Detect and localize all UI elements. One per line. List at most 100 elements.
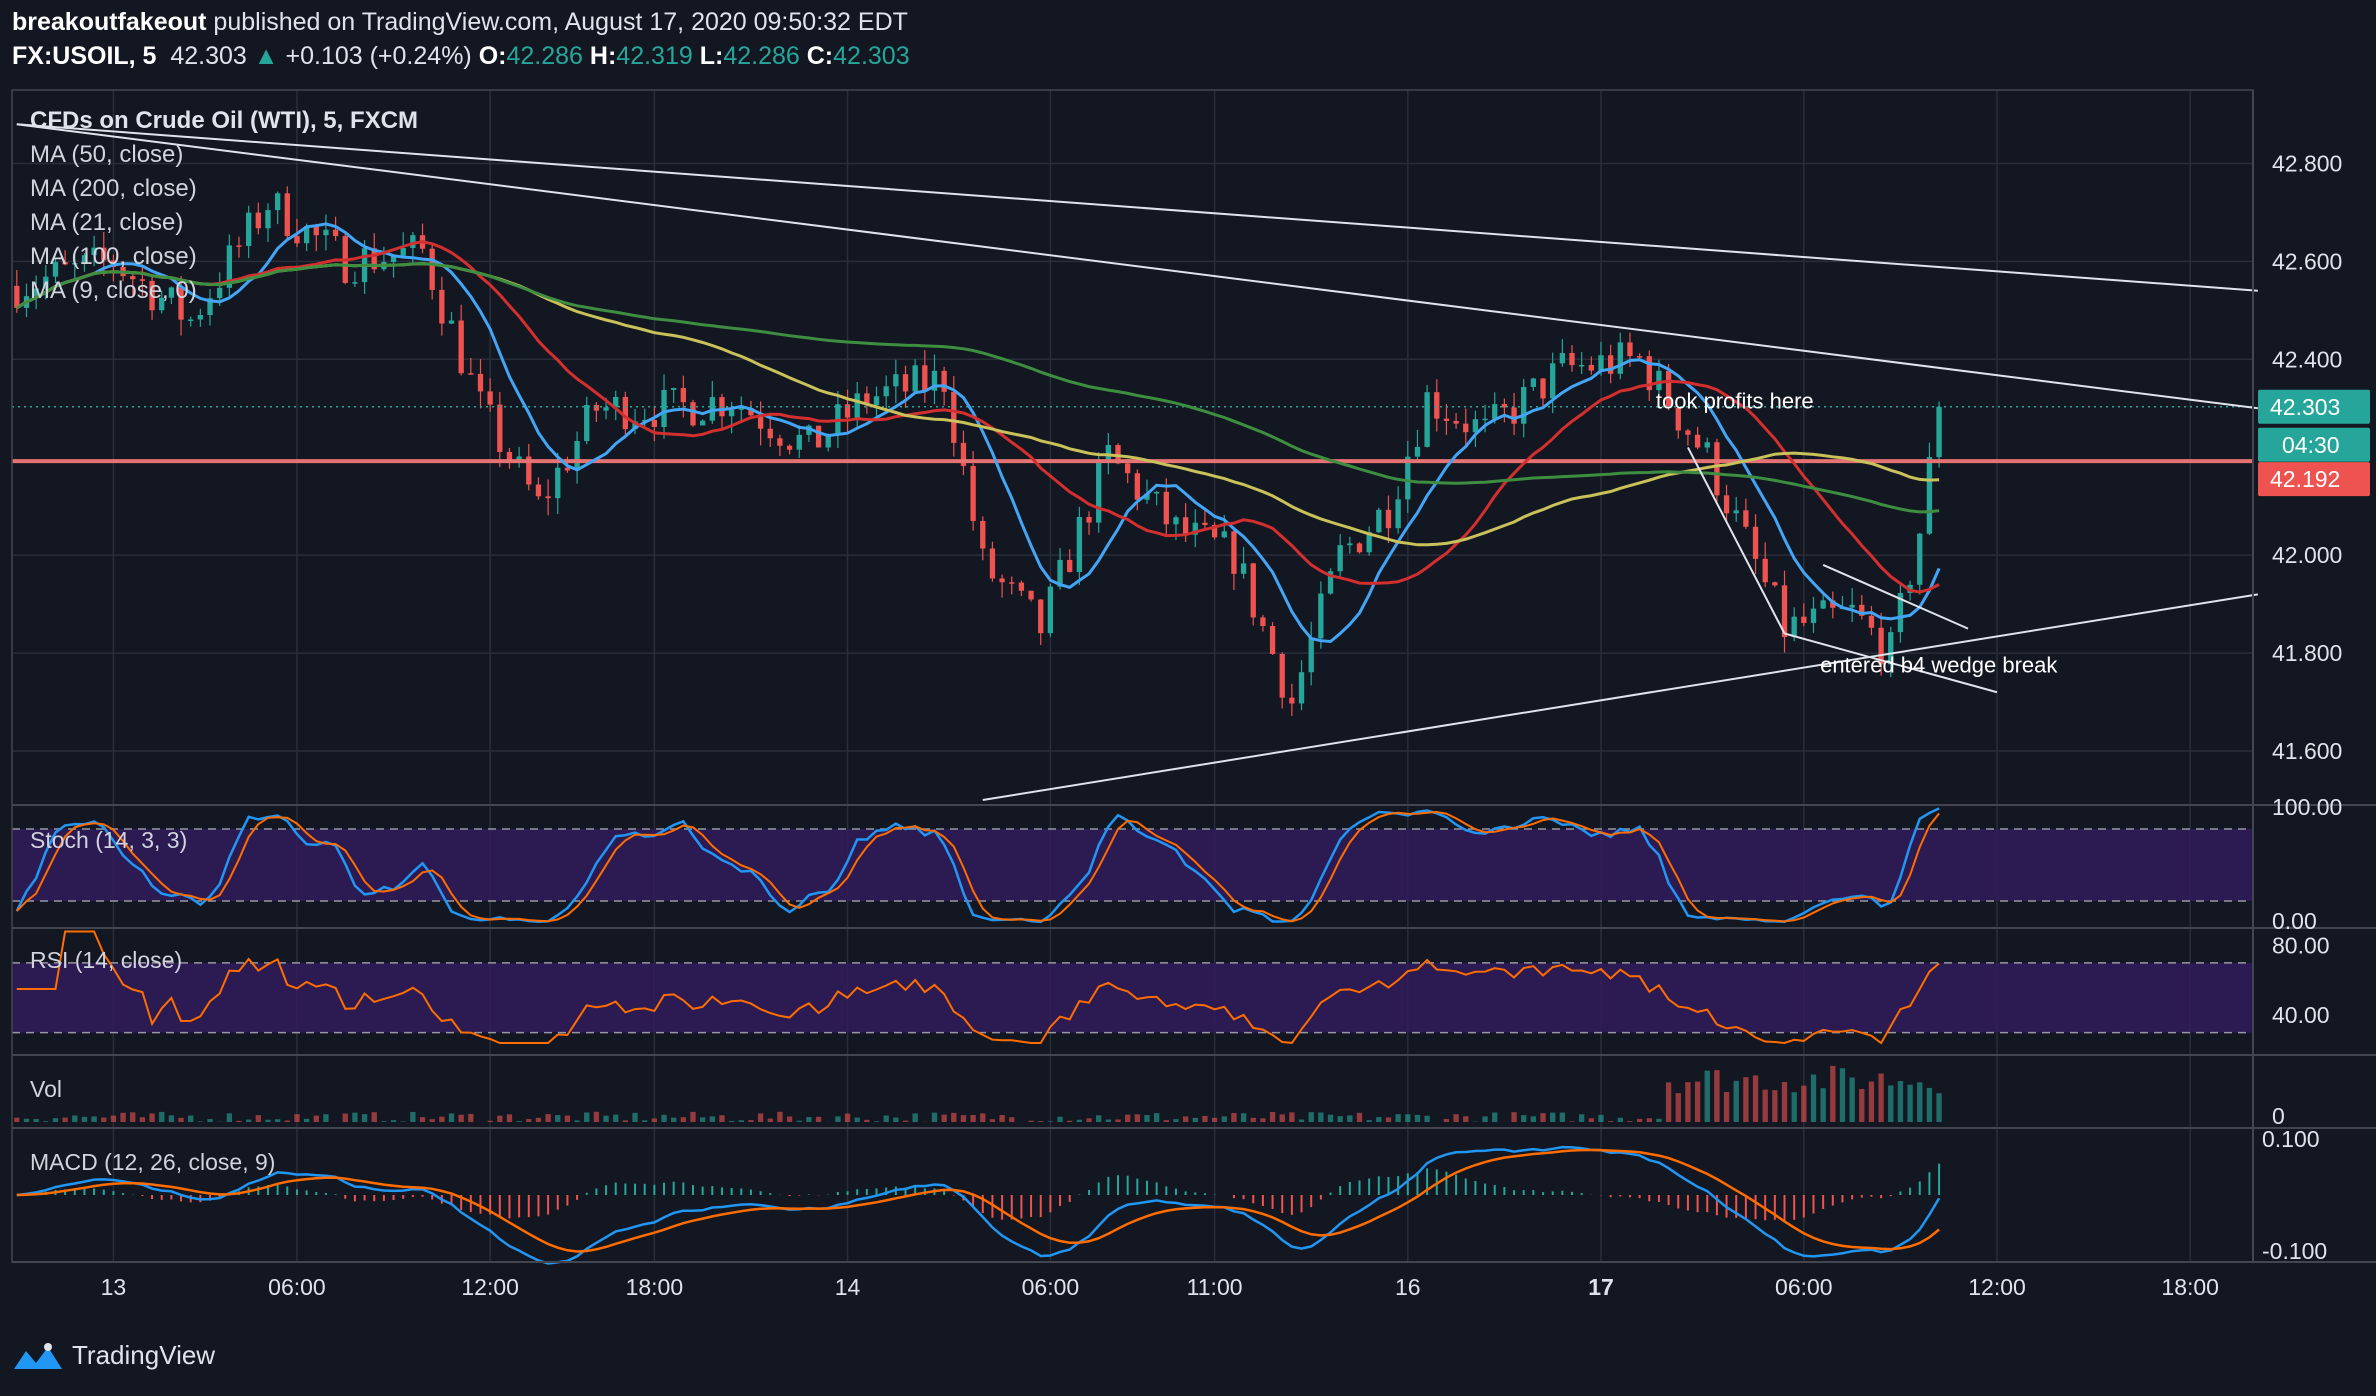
candle-body <box>1453 420 1459 424</box>
y-tick-label: 42.800 <box>2272 150 2342 176</box>
candle-body <box>178 287 184 320</box>
candle-body <box>1347 543 1353 546</box>
volume-bar <box>1096 1115 1102 1122</box>
y-tick-label: 41.800 <box>2272 640 2342 666</box>
volume-bar <box>1694 1081 1701 1122</box>
volume-bar <box>1839 1068 1846 1122</box>
volume-bar <box>642 1120 648 1122</box>
volume-bar <box>1559 1112 1566 1122</box>
volume-bar <box>1723 1092 1730 1122</box>
stoch-band <box>12 829 2253 901</box>
volume-bar <box>1868 1081 1875 1122</box>
level-price-tag <box>2258 462 2370 497</box>
author-name[interactable]: breakoutfakeout <box>12 8 207 36</box>
candle-body <box>738 408 744 410</box>
volume-bar <box>284 1120 290 1122</box>
candle-body <box>1694 434 1701 448</box>
volume-bar <box>1376 1117 1382 1122</box>
price-change: +0.103 (+0.24%) <box>285 42 472 70</box>
candle-body <box>1153 491 1160 494</box>
volume-bar <box>574 1120 580 1122</box>
volume-bar <box>246 1119 252 1122</box>
candle-body <box>526 456 532 485</box>
tradingview-logo[interactable]: TradingView <box>12 1340 215 1371</box>
candle-body <box>303 226 310 244</box>
volume-bar <box>651 1118 658 1122</box>
volume-bar <box>1772 1090 1778 1122</box>
stoch-label[interactable]: Stoch (14, 3, 3) <box>30 827 187 853</box>
candle-body <box>1733 510 1739 514</box>
annotations[interactable]: took profits here entered b4 wedge break <box>1656 388 2058 677</box>
candle-body <box>535 484 542 497</box>
candle-body <box>313 226 319 236</box>
candle-body <box>1076 516 1083 573</box>
volume-bar <box>545 1114 551 1122</box>
ma21-line <box>16 240 1940 594</box>
candle-body <box>680 388 686 403</box>
rsi-label[interactable]: RSI (14, close) <box>30 947 182 973</box>
volume-bar <box>81 1116 88 1122</box>
candle-body <box>217 287 223 299</box>
candle-body <box>603 407 609 411</box>
volume-bar <box>854 1117 860 1122</box>
legend-ma9[interactable]: MA (9, close, 0) <box>30 277 197 304</box>
volume-bar <box>1385 1117 1392 1122</box>
candle-body <box>149 280 155 311</box>
volume-bar <box>1250 1117 1256 1122</box>
legend-ma100[interactable]: MA (100, close) <box>30 243 197 270</box>
volume-bar <box>448 1113 455 1122</box>
candle-body <box>931 370 938 391</box>
volume-bar <box>1298 1119 1305 1122</box>
volume-bar <box>1810 1074 1817 1122</box>
volume-bar <box>931 1112 938 1122</box>
candle-body <box>274 193 281 211</box>
volume-bar <box>313 1115 319 1122</box>
volume-bar <box>1366 1120 1372 1122</box>
symbol-label[interactable]: FX:USOIL, 5 <box>12 42 157 70</box>
volume-bar <box>342 1113 348 1122</box>
volume-bar <box>912 1113 918 1122</box>
volume-bar <box>1163 1120 1169 1122</box>
y-tick-label: 42.600 <box>2272 248 2342 274</box>
volume-bar <box>497 1115 503 1122</box>
legend-ma21[interactable]: MA (21, close) <box>30 209 183 236</box>
volume-bar <box>178 1117 184 1122</box>
candle-body <box>1385 509 1392 529</box>
legend-ma50[interactable]: MA (50, close) <box>30 141 183 168</box>
close-value: 42.303 <box>833 42 910 70</box>
volume-bar <box>516 1121 522 1122</box>
candle-body <box>1424 392 1430 447</box>
countdown-tag <box>2258 427 2370 462</box>
x-tick-label: 12:00 <box>1968 1274 2026 1300</box>
x-tick-label: 18:00 <box>626 1274 684 1300</box>
volume-bar <box>52 1118 59 1122</box>
candles[interactable] <box>14 186 1942 716</box>
vol-label[interactable]: Vol <box>30 1076 62 1102</box>
legend-ma200[interactable]: MA (200, close) <box>30 175 197 202</box>
candle-body <box>999 578 1005 583</box>
volume-bar <box>1743 1077 1749 1122</box>
volume-bar <box>1482 1116 1488 1122</box>
stoch-tick: 100.00 <box>2272 794 2342 820</box>
trendlines[interactable] <box>16 123 2258 801</box>
candle-body <box>1830 600 1836 608</box>
ma50-line <box>16 262 1940 547</box>
candle-body <box>1356 543 1363 553</box>
candle-body <box>352 282 358 284</box>
candle-body <box>130 276 136 280</box>
annotation-entered-wedge[interactable]: entered b4 wedge break <box>1820 653 2058 678</box>
volume-bar <box>728 1120 735 1122</box>
volume-bar <box>806 1117 812 1122</box>
volume-bar <box>1173 1119 1179 1122</box>
chart-title: CFDs on Crude Oil (WTI), 5, FXCM <box>30 107 418 134</box>
volume-bar <box>1762 1089 1768 1122</box>
volume-bar <box>1202 1115 1208 1122</box>
volume-bar <box>1057 1116 1063 1122</box>
volume-bar <box>603 1115 609 1122</box>
volume-bar <box>1414 1114 1421 1122</box>
macd-label[interactable]: MACD (12, 26, close, 9) <box>30 1149 275 1175</box>
annotation-took-profits[interactable]: took profits here <box>1656 388 1814 413</box>
last-price: 42.303 <box>170 42 247 70</box>
volume-bar <box>361 1114 368 1122</box>
